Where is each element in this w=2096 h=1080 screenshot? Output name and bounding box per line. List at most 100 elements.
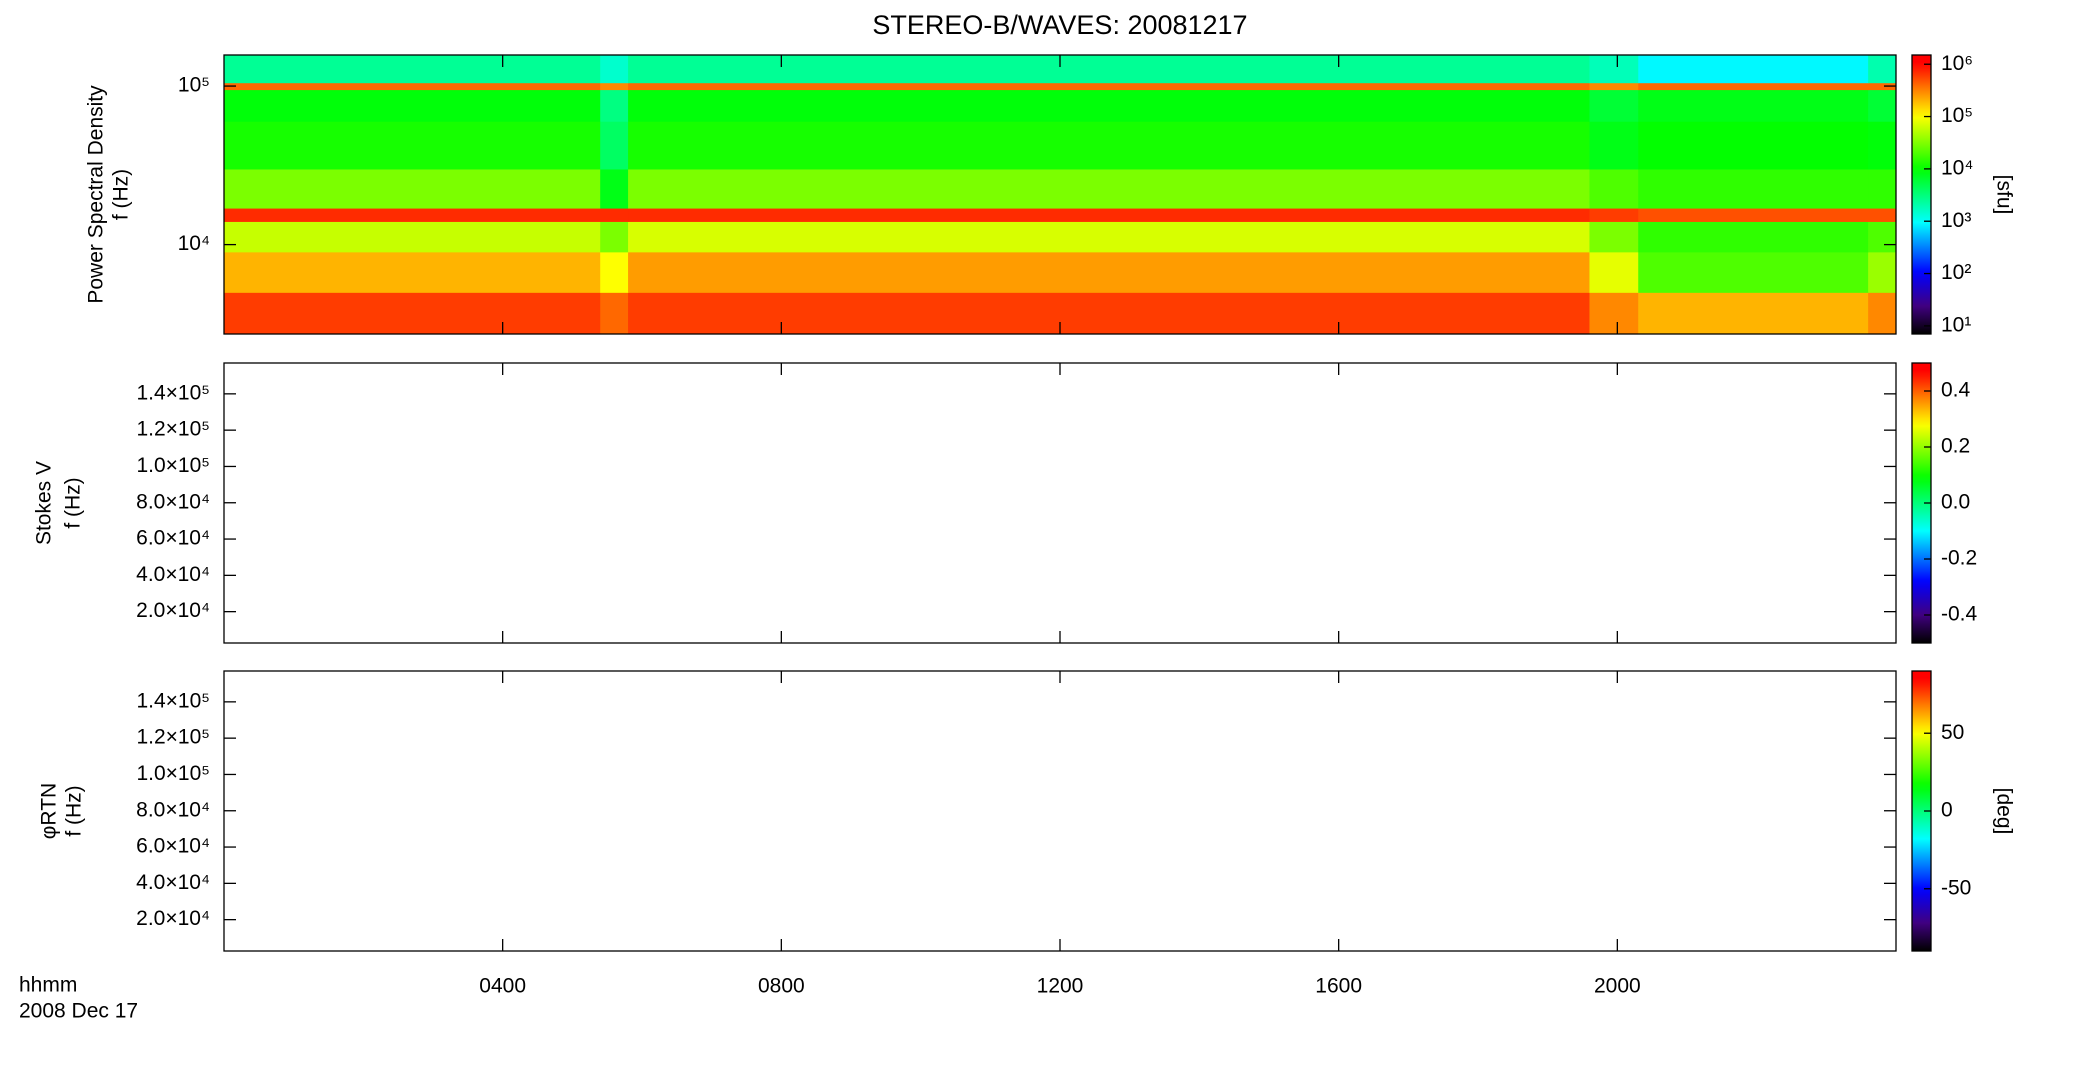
heatmap-cell — [600, 89, 629, 122]
x-tick-label: 1600 — [1315, 975, 1362, 998]
heatmap-cell — [1868, 89, 1897, 122]
heatmap-cell — [224, 221, 601, 253]
heatmap-cell — [1868, 82, 1897, 91]
heatmap-cell — [1589, 89, 1639, 122]
x-tick-label: 2000 — [1594, 975, 1641, 998]
heatmap-cell — [628, 121, 1590, 170]
heatmap-cell — [600, 221, 629, 253]
colorbar-tick-label: 0.2 — [1941, 435, 1970, 458]
heatmap-cell — [600, 292, 629, 335]
heatmap-cell — [1589, 251, 1639, 293]
heatmap-cell — [1638, 292, 1869, 335]
heatmap-cell — [1868, 292, 1897, 335]
y-tick-label: 1.2×10⁵ — [136, 418, 210, 441]
colorbar-tick-label: 0.4 — [1941, 379, 1971, 402]
heatmap-cell — [224, 168, 601, 209]
heatmap-cell — [1589, 168, 1639, 209]
colorbar-tick-label: 50 — [1941, 721, 1964, 744]
heatmap-cell — [1638, 168, 1869, 209]
y-tick-label: 8.0×10⁴ — [136, 490, 210, 513]
x-tick-label: 0400 — [479, 975, 526, 998]
heatmap-cell — [224, 55, 601, 84]
y-tick-label: 6.0×10⁴ — [136, 527, 210, 550]
heatmap-cell — [1638, 55, 1869, 84]
heatmap-cell — [1868, 251, 1897, 293]
y-tick-label: 1.4×10⁵ — [136, 381, 210, 404]
y-tick-label: 10⁴ — [178, 232, 210, 255]
colorbar-tick-label: -0.4 — [1941, 603, 1978, 626]
heatmap-cell — [1589, 82, 1639, 91]
heatmap-cell — [1638, 221, 1869, 253]
heatmap-cell — [628, 168, 1590, 209]
colorbar-tick-label: 10⁴ — [1941, 156, 1973, 179]
heatmap-cell — [628, 89, 1590, 122]
heatmap-cell — [600, 251, 629, 293]
y-tick-label: 1.4×10⁵ — [136, 689, 210, 712]
heatmap-cell — [1868, 168, 1897, 209]
y-tick-label: 2.0×10⁴ — [136, 907, 210, 930]
y-tick-label: 1.0×10⁵ — [136, 454, 210, 477]
heatmap-cell — [600, 121, 629, 170]
heatmap-cell — [224, 89, 601, 122]
y-axis-label: Power Spectral Density — [85, 85, 108, 304]
y-axis-label: φRTN — [38, 783, 61, 839]
heatmap-cell — [1589, 121, 1639, 170]
heatmap-cell — [1638, 89, 1869, 122]
heatmap-cell — [1589, 292, 1639, 335]
colorbar-tick-label: 0.0 — [1941, 491, 1970, 514]
heatmap-cell — [1868, 208, 1897, 222]
heatmap-cell — [224, 121, 601, 170]
heatmap-cell — [1638, 121, 1869, 170]
y-tick-label: 8.0×10⁴ — [136, 798, 210, 821]
y-tick-label: 4.0×10⁴ — [136, 871, 210, 894]
plot-frame — [223, 670, 1897, 952]
x-tick-label: 1200 — [1037, 975, 1084, 998]
y-tick-label: 6.0×10⁴ — [136, 835, 210, 858]
heatmap-cell — [1868, 55, 1897, 84]
heatmap-cell — [224, 208, 601, 222]
y-axis-label: f (Hz) — [62, 477, 85, 528]
colorbar-tick-label: -0.2 — [1941, 547, 1977, 570]
heatmap-cell — [224, 292, 601, 335]
y-tick-label: 10⁵ — [178, 74, 210, 97]
y-tick-label: 4.0×10⁴ — [136, 563, 210, 586]
heatmap-cell — [1589, 208, 1639, 222]
x-tick-label: 0800 — [758, 975, 805, 998]
heatmap-cell — [628, 251, 1590, 293]
heatmap-cell — [600, 168, 629, 209]
colorbar-label: [sfu] — [1992, 175, 2015, 215]
heatmap-cell — [1638, 251, 1869, 293]
colorbar-tick-label: -50 — [1941, 876, 1971, 899]
chart-title: STEREO-B/WAVES: 20081217 — [872, 10, 1247, 40]
colorbar — [1911, 54, 1932, 335]
heatmap-cell — [1868, 221, 1897, 253]
heatmap-cell — [1589, 221, 1639, 253]
heatmap-cell — [600, 208, 629, 222]
colorbar-tick-label: 10¹ — [1941, 313, 1971, 336]
y-tick-label: 2.0×10⁴ — [136, 599, 210, 622]
heatmap-cell — [1638, 82, 1869, 91]
y-tick-label: 1.0×10⁵ — [136, 762, 210, 785]
heatmap-cell — [628, 82, 1590, 91]
colorbar-tick-label: 10² — [1941, 261, 1971, 284]
heatmap-cell — [600, 82, 629, 91]
heatmap-cell — [628, 208, 1590, 222]
heatmap-cell — [1589, 55, 1639, 84]
colorbar-tick-label: 0 — [1941, 799, 1953, 822]
y-tick-label: 1.2×10⁵ — [136, 726, 210, 749]
heatmap-cell — [224, 251, 601, 293]
colorbar-tick-label: 10⁵ — [1941, 104, 1973, 127]
heatmap-cell — [1868, 121, 1897, 170]
heatmap-cell — [628, 292, 1590, 335]
colorbar-tick-label: 10⁶ — [1941, 52, 1973, 75]
heatmap-cell — [1638, 208, 1869, 222]
x-axis-label: hhmm — [19, 974, 77, 997]
heatmap-cell — [224, 82, 601, 91]
x-axis-label: 2008 Dec 17 — [19, 1000, 138, 1023]
colorbar-tick-label: 10³ — [1941, 209, 1971, 232]
heatmap-cell — [600, 55, 629, 84]
y-axis-label: f (Hz) — [63, 785, 86, 836]
heatmap-cell — [628, 55, 1590, 84]
y-axis-label: f (Hz) — [110, 169, 133, 220]
